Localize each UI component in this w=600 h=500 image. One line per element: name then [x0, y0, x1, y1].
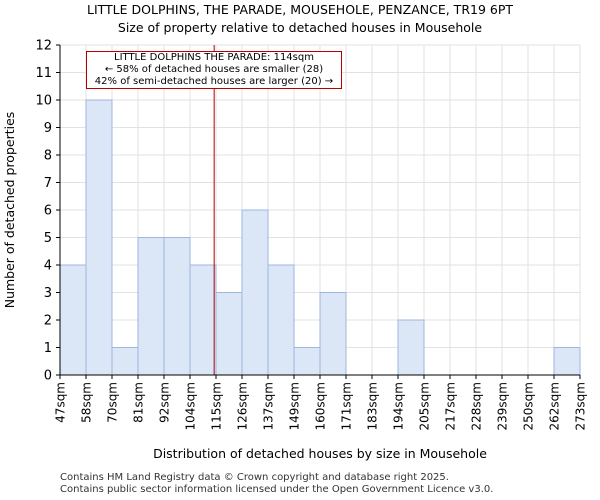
annotation-box: LITTLE DOLPHINS THE PARADE: 114sqm ← 58%… [86, 51, 342, 89]
annotation-line-2: ← 58% of detached houses are smaller (28… [104, 64, 324, 75]
y-tick-label: 0 [44, 369, 52, 384]
y-tick-label: 4 [44, 259, 52, 274]
x-axis-label: Distribution of detached houses by size … [153, 446, 487, 461]
y-tick-label: 6 [44, 204, 52, 219]
histogram-bar [85, 99, 113, 376]
footer-line-2: Contains public sector information licen… [60, 484, 494, 495]
histogram-bar [163, 237, 191, 376]
annotation-line-1: LITTLE DOLPHINS THE PARADE: 114sqm [114, 52, 314, 63]
x-tick-label: 217sqm [444, 382, 458, 430]
x-tick-label: 250sqm [522, 382, 536, 430]
y-tick-label: 3 [44, 286, 52, 301]
x-tick-label: 239sqm [496, 382, 510, 430]
y-tick-label: 9 [44, 121, 52, 136]
x-tick-label: 160sqm [314, 382, 328, 430]
x-tick-label: 228sqm [470, 382, 484, 430]
x-tick-label: 81sqm [132, 382, 146, 423]
y-tick-label: 1 [44, 341, 52, 356]
x-tick-label: 70sqm [106, 382, 120, 423]
x-tick-label: 115sqm [210, 382, 224, 430]
x-tick-label: 183sqm [366, 382, 380, 430]
x-tick-label: 149sqm [288, 382, 302, 430]
footer-line-1: Contains HM Land Registry data © Crown c… [60, 472, 449, 483]
y-tick-label: 5 [44, 231, 52, 246]
x-tick-label: 273sqm [574, 382, 588, 430]
histogram-bar [111, 347, 139, 376]
y-tick-label: 8 [44, 149, 52, 164]
x-tick-label: 47sqm [54, 382, 68, 423]
histogram-bar [241, 209, 269, 376]
x-tick-label: 104sqm [184, 382, 198, 430]
histogram-bar [397, 319, 425, 376]
x-tick-label: 194sqm [392, 382, 406, 430]
histogram-bar [137, 237, 165, 376]
x-tick-label: 171sqm [340, 382, 354, 430]
histogram-bar [59, 264, 87, 376]
histogram-bar [215, 292, 243, 376]
x-tick-label: 262sqm [548, 382, 562, 430]
x-tick-label: 58sqm [80, 382, 94, 423]
histogram-bar [319, 292, 347, 376]
y-tick-label: 11 [35, 66, 52, 81]
histogram-bar [189, 264, 217, 376]
chart-title: LITTLE DOLPHINS, THE PARADE, MOUSEHOLE, … [86, 2, 514, 17]
y-tick-label: 10 [35, 94, 52, 109]
y-tick-label: 2 [44, 314, 52, 329]
x-tick-label: 137sqm [262, 382, 276, 430]
x-tick-label: 126sqm [236, 382, 250, 430]
y-tick-label: 7 [44, 176, 52, 191]
x-tick-label: 92sqm [158, 382, 172, 423]
histogram-bar [553, 347, 581, 376]
histogram-bar [293, 347, 321, 376]
histogram-bar [267, 264, 295, 376]
y-tick-label: 12 [35, 39, 52, 54]
x-tick-label: 205sqm [418, 382, 432, 430]
y-axis-label: Number of detached properties [2, 112, 17, 309]
chart-subtitle: Size of property relative to detached ho… [117, 20, 483, 35]
annotation-line-3: 42% of semi-detached houses are larger (… [94, 76, 334, 87]
